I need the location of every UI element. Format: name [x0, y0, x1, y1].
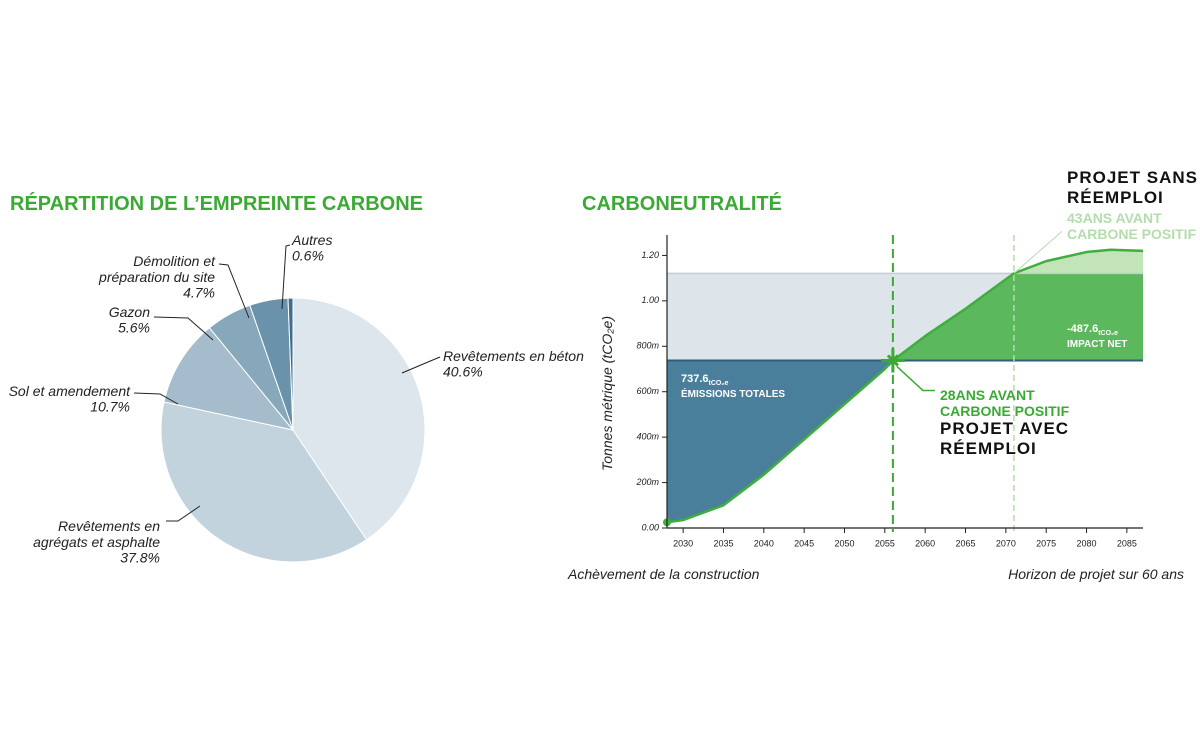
pie-label: Revêtements en agrégats et asphalte [33, 518, 160, 550]
text-line: Sol et amendement [9, 383, 132, 399]
x-label-end: Horizon de projet sur 60 ans [1008, 566, 1184, 582]
annotation-number: -487.6 [1067, 323, 1098, 335]
text-line: CARBONE POSITIF [1067, 226, 1197, 242]
x-label-start: Achèvement de la construction [567, 566, 760, 582]
text-line: agrégats et asphalte [33, 534, 160, 550]
crossover-text: ANS AVANT CARBONE POSITIF [940, 387, 1070, 419]
x-tick-label: 2085 [1117, 538, 1137, 548]
pie-slice [287, 297, 294, 431]
pie-label: Gazon [109, 304, 150, 320]
y-tick-label: 400m [636, 432, 659, 442]
reference-label: PROJET SANS RÉEMPLOI [1067, 168, 1198, 207]
x-tick-label: 2055 [875, 538, 895, 548]
x-tick-label: 2065 [955, 538, 975, 548]
leader-line [281, 244, 291, 310]
x-tick-label: 2050 [834, 538, 854, 548]
pie-slice [160, 401, 368, 563]
pie-label: Démolition et préparation du site [98, 253, 216, 285]
pie-value-label: 10.7% [90, 399, 130, 415]
crossover-years: 28 [940, 387, 956, 403]
text-line: Revêtements en [58, 518, 160, 534]
text-line: RÉEMPLOI [940, 439, 1037, 458]
annotation-value: 737.6tCO₂e [681, 373, 728, 387]
leader-line [153, 316, 214, 341]
annotation-number: 737.6 [681, 373, 709, 385]
y-tick-label: 1.20 [641, 250, 659, 260]
leader-line [218, 263, 250, 319]
pie-slice [163, 327, 295, 431]
pie-value-label: 37.8% [120, 550, 160, 566]
text-line: préparation du site [98, 269, 215, 285]
pie-value-label: 4.7% [183, 285, 215, 301]
leader-line [133, 392, 179, 405]
x-tick-label: 2070 [996, 538, 1016, 548]
text-line: Autres [291, 232, 332, 248]
annotation-value: -487.6tCO₂e [1067, 323, 1118, 337]
x-tick-label: 2060 [915, 538, 935, 548]
crossover-label: 43ANS AVANT CARBONE POSITIF [1067, 210, 1197, 242]
annotation-unit: tCO₂e [1098, 330, 1118, 337]
text-line: Gazon [109, 304, 150, 320]
reference-label: PROJET AVEC RÉEMPLOI [940, 419, 1069, 458]
leader-line [896, 365, 935, 392]
x-tick-label: 2035 [713, 538, 733, 548]
y-tick-label: 800m [636, 341, 659, 351]
annotation-text: ÉMISSIONS TOTALES [681, 387, 785, 400]
pie-value-label: 0.6% [292, 248, 324, 264]
text-line: Démolition et [133, 253, 216, 269]
leader-line [166, 505, 201, 522]
emissions-area [667, 360, 893, 523]
crossover-label: 28ANS AVANT CARBONE POSITIF [940, 387, 1070, 419]
leader-line [1013, 231, 1063, 274]
x-tick-label: 2045 [794, 538, 814, 548]
y-axis-label: Tonnes métrique (tCO₂e) [599, 316, 615, 471]
pie-value-label: 5.6% [118, 320, 150, 336]
crossover-years: 43 [1067, 210, 1083, 226]
x-tick-label: 2030 [673, 538, 693, 548]
y-tick-label: 0.00 [641, 522, 659, 532]
pie-slice [292, 297, 426, 541]
x-tick-label: 2040 [754, 538, 774, 548]
text-line: PROJET AVEC [940, 419, 1069, 438]
crossover-marker [880, 348, 905, 373]
text-line: Revêtements en béton [443, 348, 584, 364]
pie-label: Revêtements en béton [443, 348, 584, 364]
text-line: ANS AVANT [956, 387, 1036, 403]
chart-title: CARBONEUTRALITÉ [582, 192, 782, 215]
y-tick-label: 600m [636, 386, 659, 396]
pie-label: Sol et amendement [9, 383, 132, 399]
crossover-text: ANS AVANT CARBONE POSITIF [1067, 210, 1197, 242]
text-line: ANS AVANT [1083, 210, 1163, 226]
annotation-unit: tCO₂e [709, 380, 729, 387]
chart-title: RÉPARTITION DE L’EMPREINTE CARBONE [10, 192, 423, 215]
x-tick-label: 2075 [1036, 538, 1056, 548]
y-tick-label: 200m [635, 477, 659, 487]
annotation-text: IMPACT NET [1067, 339, 1127, 350]
text-line: CARBONE POSITIF [940, 403, 1070, 419]
leader-line [401, 356, 441, 374]
text-line: RÉEMPLOI [1067, 188, 1164, 207]
text-line: PROJET SANS [1067, 168, 1198, 187]
y-tick-label: 1.00 [641, 295, 659, 305]
curve [666, 248, 1144, 524]
pie-value-label: 40.6% [443, 364, 483, 380]
pie-label: Autres [291, 232, 332, 248]
x-tick-label: 2080 [1077, 538, 1097, 548]
